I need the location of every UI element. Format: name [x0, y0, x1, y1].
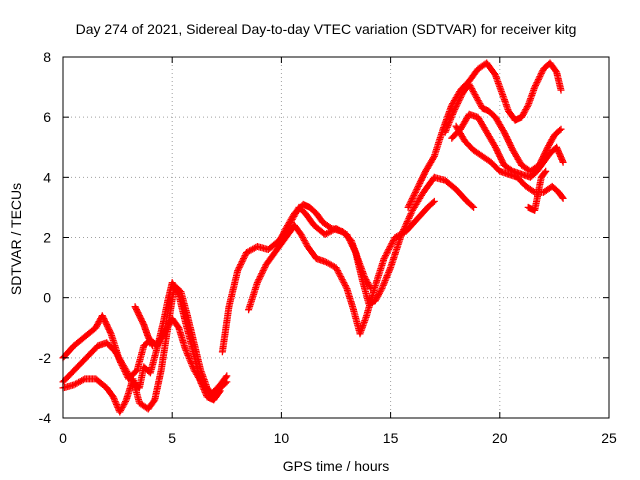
y-tick-label: 0 [43, 290, 51, 306]
x-tick-label: 20 [492, 430, 508, 446]
series-track-5 [218, 173, 478, 356]
series-track-8 [404, 59, 565, 211]
marker-trace [273, 200, 375, 293]
marker-trace [218, 173, 478, 356]
y-tick-label: 4 [43, 169, 51, 185]
y-tick-label: -2 [39, 350, 52, 366]
y-axis-label: SDTVAR / TECUs [8, 183, 24, 295]
series-track-7 [273, 200, 375, 293]
x-tick-label: 0 [59, 430, 67, 446]
marker-trace [441, 80, 565, 175]
series-track-6 [245, 197, 438, 338]
grid-lines [63, 57, 609, 418]
x-tick-label: 15 [383, 430, 399, 446]
y-tick-label: 8 [43, 49, 51, 65]
x-tick-label: 10 [274, 430, 290, 446]
marker-trace [524, 167, 550, 214]
marker-trace [452, 122, 567, 202]
y-tick-label: -4 [39, 410, 52, 426]
x-tick-label: 5 [168, 430, 176, 446]
marker-trace [131, 303, 156, 350]
y-tick-label: 6 [43, 109, 51, 125]
x-tick-labels: 0 5 10 15 20 25 [59, 430, 617, 446]
marker-trace [404, 59, 565, 211]
series-track-11 [452, 122, 567, 202]
y-tick-label: 2 [43, 230, 51, 246]
series-track-4 [131, 303, 156, 350]
y-tick-labels: -4 -2 0 2 4 6 8 [39, 49, 52, 426]
marker-trace [448, 110, 567, 181]
series-track-9 [441, 80, 565, 175]
x-axis-label: GPS time / hours [283, 458, 390, 474]
chart-title: Day 274 of 2021, Sidereal Day-to-day VTE… [76, 21, 577, 37]
x-tick-label: 25 [601, 430, 617, 446]
series-track-12 [524, 167, 550, 214]
series-track-10 [448, 110, 567, 181]
axis-ticks [62, 56, 610, 419]
data-series-group [59, 59, 567, 416]
marker-trace [245, 197, 438, 338]
